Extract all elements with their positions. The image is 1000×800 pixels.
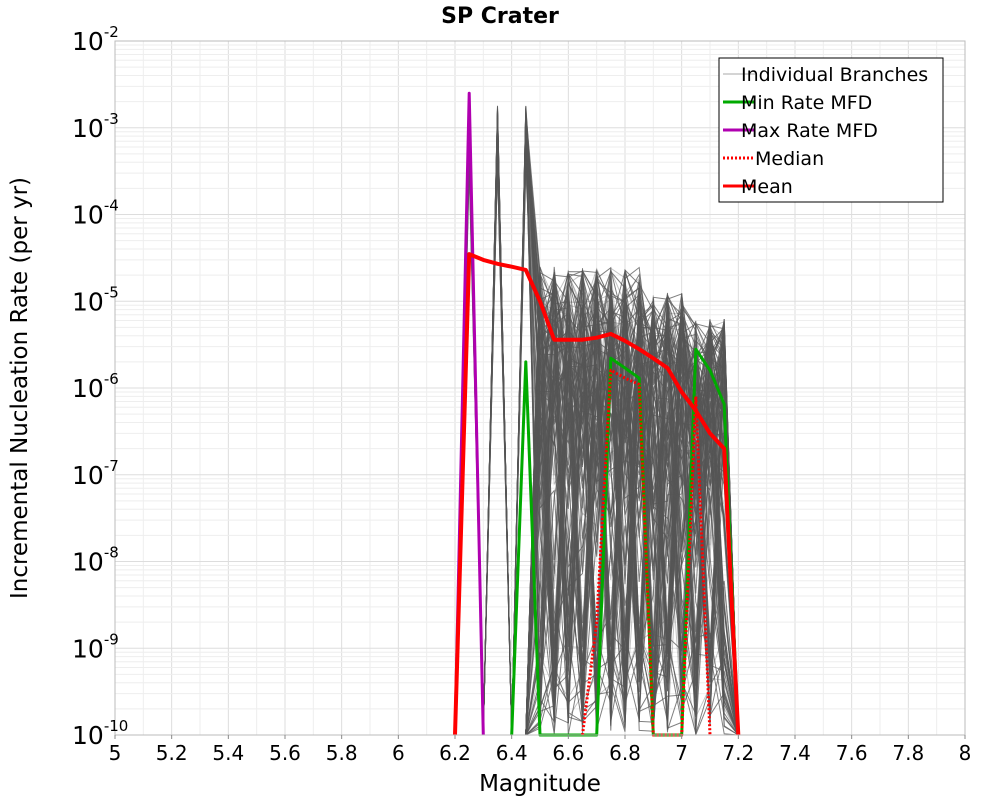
- x-tick-label: 7: [675, 741, 688, 765]
- y-tick-label: 10-6: [72, 370, 119, 403]
- legend-box: [718, 57, 944, 203]
- x-tick-label: 5: [109, 741, 122, 765]
- x-tick-label: 6.6: [552, 741, 584, 765]
- x-tick-label: 7.4: [779, 741, 811, 765]
- series-median: [581, 368, 712, 737]
- x-axis-ticks: 5 5.2 5.4 5.6 5.8 6 6.2 6.4 6.6 6.8 7 7.2 7.4 7.6 7.8 8: [109, 735, 972, 765]
- y-tick-label: 10-2: [72, 23, 119, 56]
- legend-entry: Median: [755, 148, 824, 170]
- x-tick-label: 6: [392, 741, 405, 765]
- series-mean: [453, 252, 741, 736]
- y-tick-label: 10-10: [72, 717, 128, 750]
- branch-line: [455, 166, 739, 736]
- x-tick-label: 7.6: [836, 741, 868, 765]
- y-tick-label: 10-8: [72, 544, 119, 577]
- y-axis-ticks: 10-10 10-9 10-8 10-7 10-6 10-5 10-4 10-3 10-2: [72, 23, 128, 750]
- x-tick-label: 5.2: [156, 741, 188, 765]
- y-tick-label: 10-4: [72, 197, 119, 230]
- chart-title: SP Crater: [441, 4, 559, 29]
- legend-entry: Mean: [741, 176, 793, 198]
- x-tick-label: 5.4: [212, 741, 244, 765]
- y-tick-label: 10-3: [72, 110, 119, 143]
- x-tick-label: 6.2: [439, 741, 471, 765]
- x-tick-label: 8: [959, 741, 972, 765]
- plot-area: [114, 40, 966, 736]
- x-tick-label: 6.4: [496, 741, 528, 765]
- y-axis-label: Incremental Nucleation Rate (per yr): [7, 177, 33, 599]
- x-tick-label: 5.6: [269, 741, 301, 765]
- legend-entry: Min Rate MFD: [741, 92, 872, 114]
- x-axis-label: Magnitude: [479, 771, 601, 797]
- x-tick-label: 6.8: [609, 741, 641, 765]
- legend-entry: Max Rate MFD: [741, 120, 878, 142]
- y-tick-label: 10-5: [72, 283, 119, 316]
- y-tick-label: 10-9: [72, 630, 119, 663]
- x-tick-label: 7.2: [722, 741, 754, 765]
- y-tick-label: 10-7: [72, 457, 119, 490]
- x-tick-label: 7.8: [892, 741, 924, 765]
- x-tick-label: 5.8: [326, 741, 358, 765]
- legend-entry: Individual Branches: [741, 64, 928, 86]
- legend: Individual Branches Min Rate MFD Max Rate …: [718, 57, 944, 203]
